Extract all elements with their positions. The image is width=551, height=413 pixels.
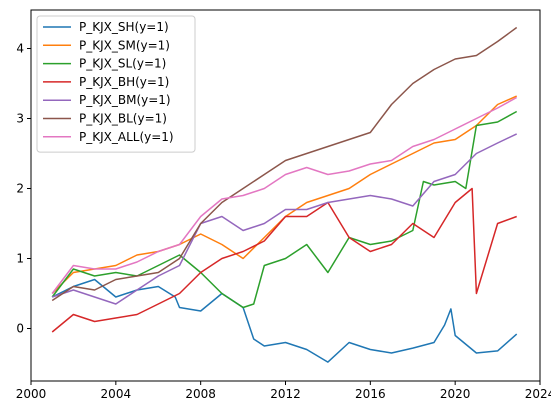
legend-label-6: P_KJX_ALL(y=1)	[79, 130, 174, 144]
x-tick-label-3: 2012	[270, 387, 301, 401]
y-axis: 0 1 2 3 4	[16, 42, 31, 336]
x-axis: 2000 2004 2008 2012 2016 2020 2024	[16, 381, 551, 401]
legend-label-4: P_KJX_BM(y=1)	[79, 93, 171, 107]
x-tick-label-1: 2004	[101, 387, 132, 401]
legend-label-1: P_KJX_SM(y=1)	[79, 38, 170, 52]
x-tick-label-4: 2016	[355, 387, 386, 401]
legend-label-3: P_KJX_BH(y=1)	[79, 75, 169, 89]
x-tick-label-0: 2000	[16, 387, 47, 401]
x-tick-label-2: 2008	[185, 387, 216, 401]
series-line-2	[51, 110, 518, 309]
x-tick-label-5: 2020	[440, 387, 471, 401]
y-tick-label-2: 2	[16, 182, 24, 196]
series-line-5	[51, 26, 518, 302]
legend: P_KJX_SH(y=1) P_KJX_SM(y=1) P_KJX_SL(y=1) P…	[36, 15, 196, 153]
series-line-3	[51, 187, 517, 333]
y-tick-label-4: 4	[16, 42, 24, 56]
legend-frame	[36, 15, 196, 153]
series-lines	[51, 26, 518, 363]
series-line-0	[51, 278, 518, 363]
y-tick-label-0: 0	[16, 322, 24, 336]
x-tick-label-6: 2024	[525, 387, 551, 401]
series-line-6	[51, 96, 518, 294]
y-tick-label-3: 3	[16, 112, 24, 126]
legend-label-0: P_KJX_SH(y=1)	[79, 20, 169, 34]
series-line-4	[51, 133, 518, 305]
y-tick-label-1: 1	[16, 252, 24, 266]
legend-label-2: P_KJX_SL(y=1)	[79, 57, 166, 71]
legend-label-5: P_KJX_BL(y=1)	[79, 112, 167, 126]
